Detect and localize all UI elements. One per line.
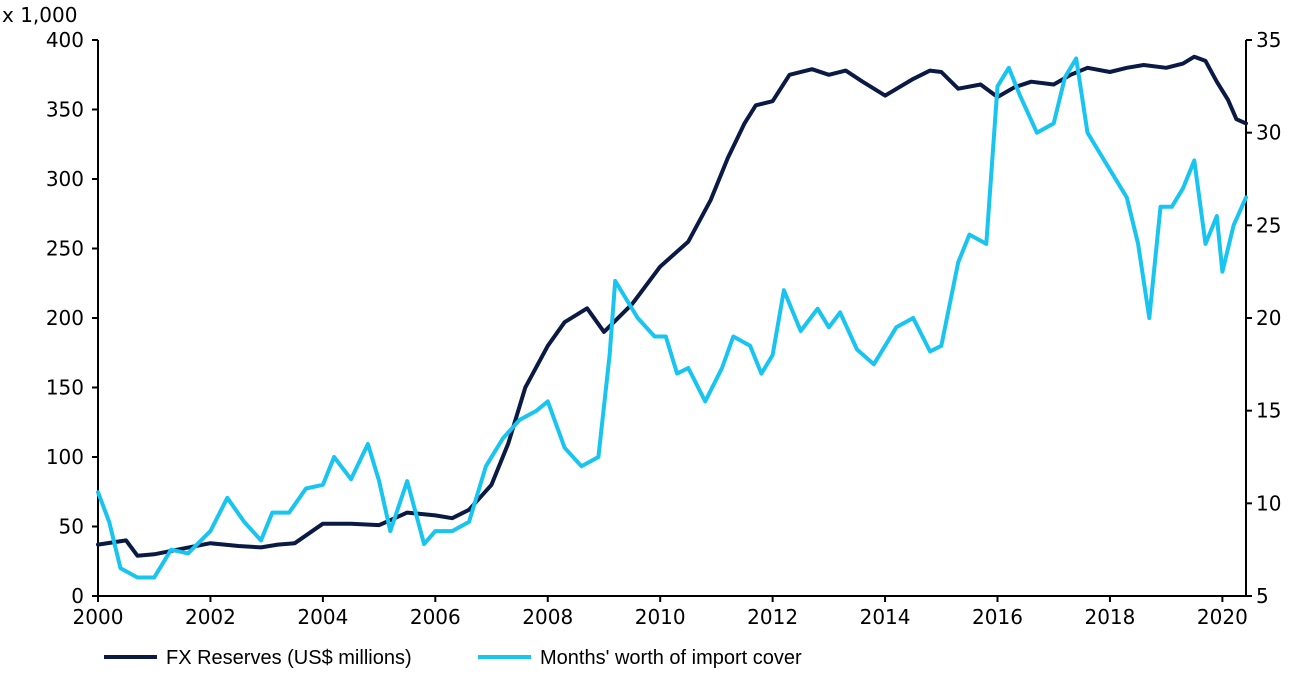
right-tick-label: 10 [1256,491,1281,515]
series-lines [96,54,1248,580]
left-tick-label: 100 [46,445,84,469]
x-tick-label: 2008 [522,605,573,629]
left-tick-label: 400 [46,28,84,52]
y-unit-label: x 1,000 [2,3,77,27]
legend: FX Reserves (US$ millions) Months' worth … [104,647,802,669]
x-tick-label: 2002 [185,605,236,629]
legend-item-fx-reserves: FX Reserves (US$ millions) [104,647,412,669]
left-tick-label: 50 [59,515,84,539]
x-tick-label: 2000 [73,605,124,629]
left-tick-label: 0 [71,584,84,608]
left-tick-label: 250 [46,237,84,261]
right-axis-ticks: 5 10 15 20 25 30 35 [1246,28,1281,608]
left-tick-label: 350 [46,98,84,122]
x-tick-label: 2016 [972,605,1023,629]
legend-label: Months' worth of import cover [540,647,802,669]
fx-reserves-line [96,54,1248,558]
left-tick-label: 300 [46,167,84,191]
legend-label: FX Reserves (US$ millions) [166,647,412,669]
x-tick-label: 2004 [297,605,348,629]
x-tick-label: 2010 [635,605,686,629]
right-tick-label: 30 [1256,121,1281,145]
x-tick-label: 2018 [1084,605,1135,629]
right-tick-label: 15 [1256,399,1281,423]
x-axis-ticks: 2000 2002 2004 2006 2008 2010 2012 2014 2016 2018… [73,596,1248,629]
left-axis-ticks: 0 50 100 150 200 250 300 350 400 [46,28,98,608]
legend-item-import-cover: Months' worth of import cover [478,647,802,669]
right-tick-label: 20 [1256,306,1281,330]
right-tick-label: 35 [1256,28,1281,52]
import-cover-line [96,56,1248,580]
right-tick-label: 5 [1256,584,1269,608]
left-tick-label: 150 [46,376,84,400]
x-tick-label: 2006 [410,605,461,629]
x-tick-label: 2012 [747,605,798,629]
left-tick-label: 200 [46,306,84,330]
x-tick-label: 2014 [860,605,911,629]
right-tick-label: 25 [1256,213,1281,237]
x-tick-label: 2020 [1197,605,1248,629]
